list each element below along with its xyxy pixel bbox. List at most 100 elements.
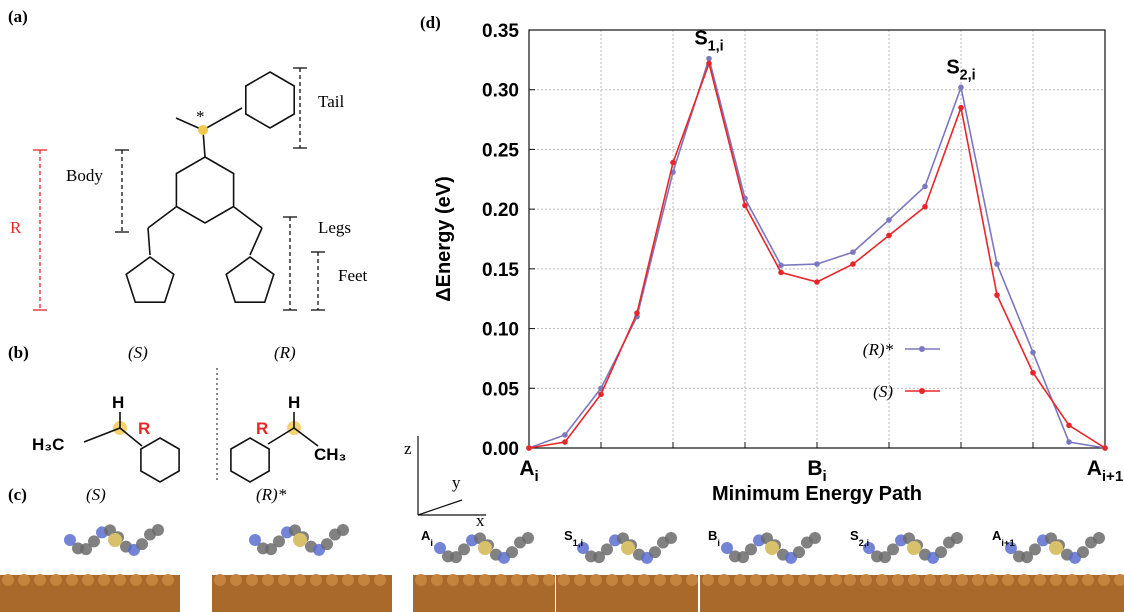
surface-atom — [66, 574, 78, 586]
chiral-atom — [293, 533, 307, 547]
bond — [119, 427, 143, 447]
bond — [233, 206, 263, 229]
atom — [522, 532, 534, 545]
data-point — [1030, 349, 1036, 356]
ring — [175, 156, 235, 224]
data-point — [706, 60, 712, 67]
atom — [136, 538, 148, 551]
ring — [140, 437, 180, 483]
surface-atom — [638, 574, 650, 586]
chiral-atom — [108, 533, 122, 547]
atom — [249, 534, 261, 546]
surface-atom — [1114, 574, 1124, 586]
x-tick-label-sub: i — [534, 468, 538, 485]
surface-atom — [1018, 574, 1030, 586]
surface-atom — [734, 574, 746, 586]
frame-label-main: A — [992, 528, 1002, 543]
atom-label: R — [256, 419, 268, 438]
chiral-atom — [907, 541, 921, 555]
frame-label-main: S — [850, 528, 859, 543]
peak-label-sub: 2,i — [960, 67, 976, 83]
atom — [721, 542, 733, 554]
surface-atom — [1002, 574, 1014, 586]
surface-atom — [686, 574, 698, 586]
y-tick-label: 0.20 — [482, 200, 519, 221]
surface-atom — [130, 574, 142, 586]
data-point — [922, 183, 928, 190]
surface-atom — [2, 574, 14, 586]
atom — [737, 551, 749, 564]
ring — [230, 437, 270, 483]
x-tick-label-sub: i+1 — [1102, 468, 1123, 485]
enantiomer-label: (S) — [128, 343, 148, 362]
data-point — [814, 261, 820, 267]
atom — [887, 543, 899, 556]
x-tick-label: Ai+1 — [1087, 457, 1124, 485]
data-point — [1066, 439, 1072, 445]
atom — [879, 551, 891, 564]
surface-atom — [750, 574, 762, 586]
panel-label: (d) — [420, 13, 441, 32]
data-point — [778, 269, 784, 276]
atom — [152, 524, 164, 537]
atom-label: CH₃ — [314, 445, 346, 464]
data-point — [1030, 369, 1036, 376]
x-tick-label: Ai — [519, 457, 538, 485]
x-tick-label: Bi — [807, 457, 826, 485]
surface-atom — [527, 574, 539, 586]
surface-atom — [278, 574, 290, 586]
surface-atom — [1034, 574, 1046, 586]
surface-atom — [18, 574, 30, 586]
ring — [245, 71, 296, 129]
atom — [506, 546, 518, 559]
surface-atom — [766, 574, 778, 586]
data-point — [958, 104, 964, 111]
y-tick-label: 0.05 — [482, 379, 519, 400]
atom — [863, 542, 875, 554]
surface-atom — [495, 574, 507, 586]
chiral-atom — [478, 541, 492, 555]
atom — [273, 535, 285, 548]
data-point — [526, 445, 532, 451]
axis-icon-label: z — [404, 439, 412, 458]
surface-atom — [908, 574, 920, 586]
body-label: Body — [66, 166, 103, 185]
surface-atom — [670, 574, 682, 586]
surface-atom — [162, 574, 174, 586]
atom — [593, 551, 605, 564]
surface-atom — [830, 574, 842, 586]
atom — [793, 546, 805, 559]
surface-atom — [892, 574, 904, 586]
surface-atom — [463, 574, 475, 586]
atom-label: H — [288, 393, 300, 412]
surface-atom — [246, 574, 258, 586]
frame-label-main: B — [708, 528, 717, 543]
feet-label: Feet — [338, 266, 368, 285]
atom-label: H₃C — [32, 435, 64, 454]
axis-icon-label: y — [452, 473, 461, 492]
surface-atom — [1050, 574, 1062, 586]
atom — [80, 543, 92, 556]
atom-label: H — [112, 393, 124, 412]
panel-label: (a) — [8, 7, 28, 26]
tail-label: Tail — [318, 92, 344, 111]
frame-label-sub: i — [717, 538, 720, 548]
bond — [267, 427, 295, 445]
frame-label-sub: 2,i — [859, 538, 869, 548]
frame-label: S2,i — [850, 528, 869, 548]
data-point — [706, 55, 712, 62]
surface-atom — [479, 574, 491, 586]
surface-atom — [814, 574, 826, 586]
surface-atom — [511, 574, 523, 586]
chiral-center — [198, 125, 208, 135]
surface-atom — [146, 574, 158, 586]
bond — [202, 107, 243, 131]
data-point — [778, 262, 784, 269]
bond — [147, 227, 151, 256]
data-point — [994, 261, 1000, 267]
atom — [1077, 546, 1089, 559]
frame-label-sub: i+1 — [1001, 538, 1014, 548]
bond — [293, 427, 319, 447]
surface-atom — [654, 574, 666, 586]
surface-atom — [558, 574, 570, 586]
